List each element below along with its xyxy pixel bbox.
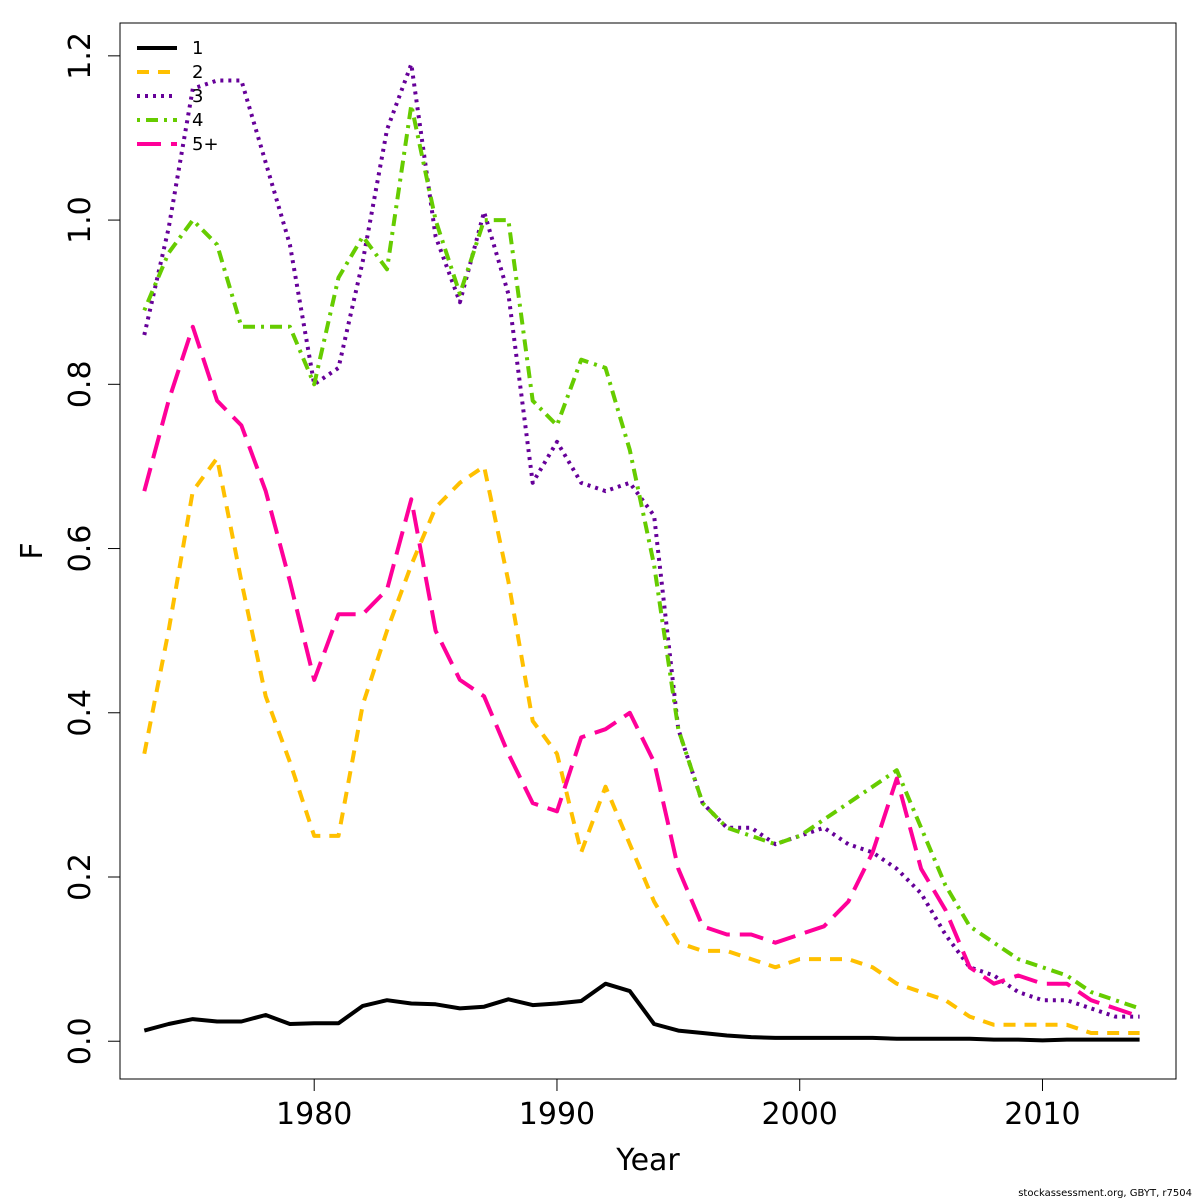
legend: 1 2 3 4 5+ [137, 38, 219, 155]
footer-note: stockassessment.org, GBYT, r7504 [1018, 1188, 1192, 1199]
y-tick-label: 0.6 [63, 525, 98, 573]
y-tick-label: 0.0 [63, 1017, 98, 1065]
legend-label-2: 2 [192, 62, 203, 83]
legend-label-4: 4 [192, 110, 203, 131]
series-line-2 [142, 456, 1140, 1035]
series-line-4 [142, 103, 1141, 1011]
y-tick-label: 1.2 [63, 32, 98, 80]
legend-label-3: 3 [192, 86, 203, 107]
y-tick-label: 0.2 [63, 853, 98, 901]
y-axis-title: F [15, 542, 50, 559]
x-tick-label: 1990 [519, 1097, 595, 1132]
legend-label-5: 5+ [192, 134, 219, 155]
y-tick-label: 1.0 [63, 196, 98, 244]
y-axis: 0.0 0.2 0.4 0.6 0.8 1.0 1.2 [63, 32, 121, 1065]
x-tick-label: 2000 [762, 1097, 838, 1132]
series-layer [142, 62, 1141, 1043]
x-axis-title: Year [615, 1143, 680, 1178]
x-axis: 1980 1990 2000 2010 [144, 1078, 1140, 1132]
legend-label-1: 1 [192, 38, 203, 59]
y-tick-label: 0.8 [63, 360, 98, 408]
y-tick-label: 0.4 [63, 689, 98, 737]
series-line-5 [142, 324, 1141, 1019]
x-tick-label: 2010 [1004, 1097, 1080, 1132]
series-line-1 [143, 981, 1140, 1043]
x-tick-label: 1980 [276, 1097, 352, 1132]
